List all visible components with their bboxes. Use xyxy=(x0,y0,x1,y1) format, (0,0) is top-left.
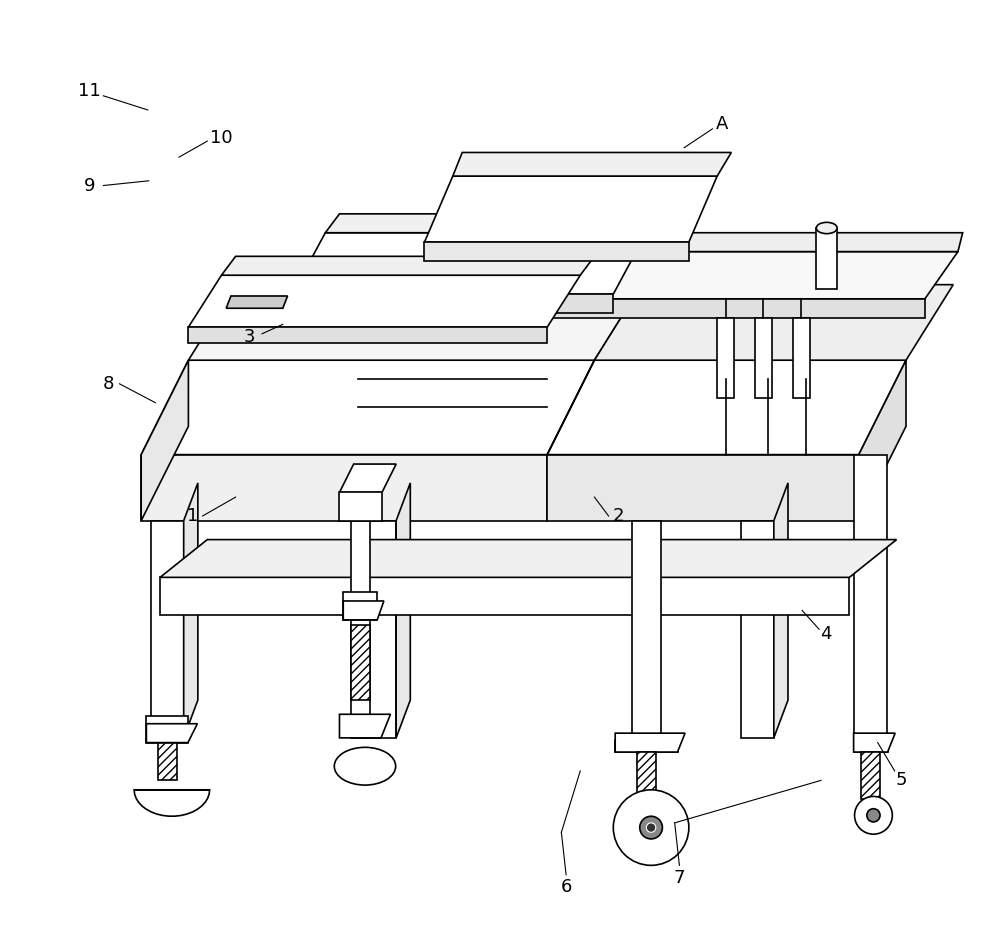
Polygon shape xyxy=(615,733,685,752)
Polygon shape xyxy=(325,214,661,233)
Polygon shape xyxy=(141,360,188,521)
Text: 7: 7 xyxy=(674,868,685,886)
Text: 8: 8 xyxy=(102,375,114,393)
Polygon shape xyxy=(146,716,188,742)
Polygon shape xyxy=(861,752,880,799)
Polygon shape xyxy=(292,295,613,313)
Polygon shape xyxy=(339,714,390,738)
Polygon shape xyxy=(632,521,661,738)
Polygon shape xyxy=(793,317,810,398)
Polygon shape xyxy=(351,625,370,700)
Polygon shape xyxy=(188,327,547,343)
Polygon shape xyxy=(141,455,547,521)
Polygon shape xyxy=(741,521,774,738)
Text: 3: 3 xyxy=(244,328,256,346)
Polygon shape xyxy=(547,360,906,455)
Circle shape xyxy=(855,796,892,834)
Polygon shape xyxy=(594,285,953,360)
Polygon shape xyxy=(424,252,958,299)
Polygon shape xyxy=(188,285,642,360)
Polygon shape xyxy=(434,233,963,252)
Polygon shape xyxy=(854,733,895,752)
Text: 6: 6 xyxy=(560,878,572,896)
Polygon shape xyxy=(339,464,396,492)
Ellipse shape xyxy=(334,747,396,785)
Polygon shape xyxy=(134,790,210,816)
Circle shape xyxy=(646,823,656,832)
Text: 5: 5 xyxy=(896,772,907,790)
Text: A: A xyxy=(716,116,728,134)
Polygon shape xyxy=(859,360,906,521)
Polygon shape xyxy=(343,592,377,620)
Polygon shape xyxy=(351,521,370,738)
Polygon shape xyxy=(151,521,184,738)
Polygon shape xyxy=(755,317,772,398)
Polygon shape xyxy=(343,601,384,620)
Polygon shape xyxy=(158,742,177,780)
Polygon shape xyxy=(854,740,888,752)
Text: 11: 11 xyxy=(78,82,101,100)
Polygon shape xyxy=(816,228,837,290)
Polygon shape xyxy=(292,233,646,295)
Circle shape xyxy=(613,790,689,866)
Polygon shape xyxy=(226,296,288,309)
Polygon shape xyxy=(615,740,678,752)
Polygon shape xyxy=(146,724,197,742)
Polygon shape xyxy=(717,317,734,398)
Polygon shape xyxy=(424,176,717,242)
Polygon shape xyxy=(396,483,410,738)
Polygon shape xyxy=(160,540,897,578)
Circle shape xyxy=(867,809,880,822)
Polygon shape xyxy=(363,521,396,738)
Text: 9: 9 xyxy=(84,176,95,194)
Text: 10: 10 xyxy=(210,130,233,148)
Circle shape xyxy=(640,816,662,839)
Polygon shape xyxy=(188,276,580,327)
Text: 4: 4 xyxy=(820,625,832,643)
Polygon shape xyxy=(141,360,594,455)
Polygon shape xyxy=(184,483,198,738)
Polygon shape xyxy=(774,483,788,738)
Polygon shape xyxy=(637,752,656,799)
Polygon shape xyxy=(424,242,689,261)
Polygon shape xyxy=(453,152,731,176)
Text: 2: 2 xyxy=(612,507,624,525)
Polygon shape xyxy=(339,492,382,521)
Polygon shape xyxy=(221,257,594,276)
Polygon shape xyxy=(424,299,925,317)
Ellipse shape xyxy=(816,223,837,234)
Polygon shape xyxy=(160,578,849,616)
Polygon shape xyxy=(854,455,887,738)
Polygon shape xyxy=(547,455,859,521)
Text: 1: 1 xyxy=(187,507,199,525)
